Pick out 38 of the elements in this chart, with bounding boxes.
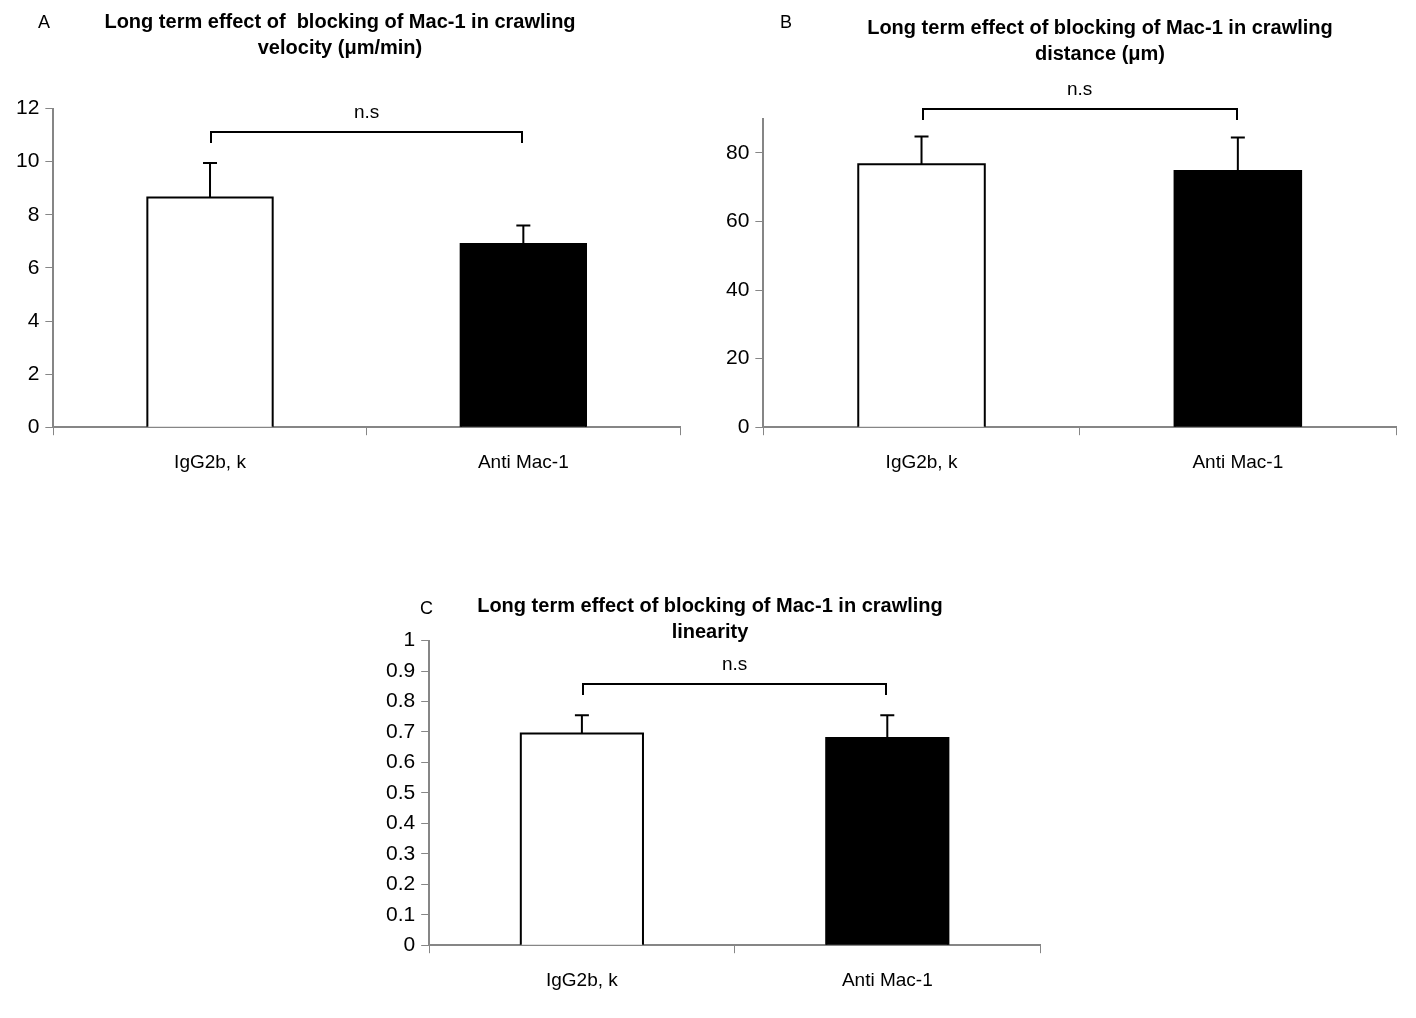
- text: A: [38, 12, 51, 33]
- annotation: n.s: [353, 101, 380, 124]
- y-tick-label: 0: [403, 932, 416, 955]
- y-tick-label: 0.1: [385, 901, 416, 925]
- y-tick-label: 12: [16, 95, 40, 119]
- annotation: n.s: [721, 653, 748, 676]
- y-tick-label: 0.2: [385, 871, 416, 895]
- y-tick-label: 0.3: [385, 840, 416, 864]
- y-tick-label: 2: [27, 360, 40, 384]
- y-tick-label: 4: [27, 307, 40, 331]
- y-tick-label: 0.8: [385, 688, 416, 712]
- y-tick-label: 0.7: [385, 718, 416, 742]
- chart-title: Long term effect of blocking of Mac-1 in crawling linearity: [476, 593, 944, 644]
- y-tick-label: 0.9: [385, 657, 416, 681]
- text: n.s: [1066, 78, 1093, 100]
- x-tick-label: IgG2b, k: [174, 450, 247, 472]
- y-tick-label: 0: [737, 414, 750, 437]
- x-tick-label: Anti Mac-1: [841, 968, 933, 990]
- x-tick-label: IgG2b, k: [885, 450, 958, 472]
- y-tick-label: 1: [403, 627, 416, 651]
- chart-title: Long term effect of blocking of Mac-1 in crawling velocity (μm/min): [103, 9, 577, 60]
- text: C: [420, 598, 433, 619]
- y-tick-label: 6: [27, 254, 40, 278]
- y-tick-label: 10: [16, 148, 40, 172]
- y-tick-label: 0.5: [385, 779, 416, 803]
- y-tick-label: 40: [726, 276, 750, 300]
- x-tick-label: IgG2b, k: [545, 968, 619, 990]
- chart-title: Long term effect of blocking of Mac-1 in crawling distance (μm): [866, 15, 1334, 66]
- y-tick-label: 60: [726, 208, 750, 232]
- y-tick-label: 0.4: [385, 810, 416, 834]
- y-tick-label: 0: [27, 414, 40, 437]
- x-tick-label: Anti Mac-1: [477, 450, 569, 472]
- y-tick-label: 20: [726, 345, 750, 369]
- x-tick-label: Anti Mac-1: [1192, 450, 1284, 472]
- y-tick-label: 0.6: [385, 749, 416, 773]
- y-tick-label: 80: [726, 139, 750, 163]
- y-tick-label: 8: [27, 201, 40, 225]
- text: B: [780, 12, 793, 33]
